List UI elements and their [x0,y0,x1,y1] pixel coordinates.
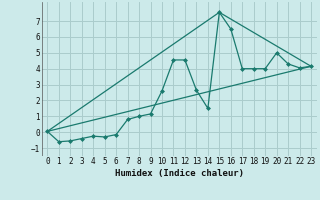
X-axis label: Humidex (Indice chaleur): Humidex (Indice chaleur) [115,169,244,178]
